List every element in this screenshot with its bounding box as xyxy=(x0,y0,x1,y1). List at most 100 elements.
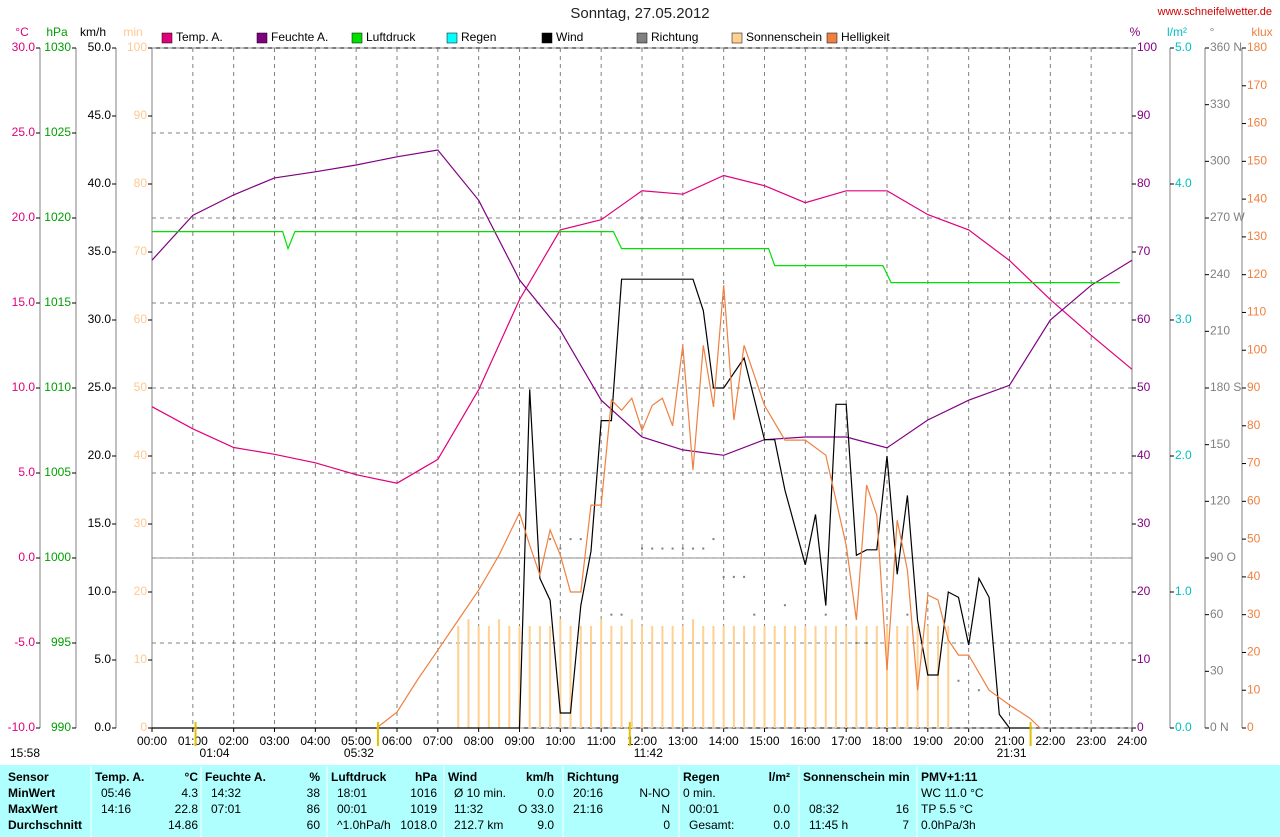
x-tick-label: 06:00 xyxy=(382,734,412,748)
y-tick-label: 10 xyxy=(1137,652,1151,666)
sunshine-bar xyxy=(661,626,664,728)
direction-point xyxy=(559,547,562,550)
direction-point xyxy=(641,547,643,550)
sunshine-bar xyxy=(518,626,521,728)
y-tick-label: 5.0 xyxy=(94,652,111,666)
direction-point xyxy=(783,604,786,607)
y-tick-label: 0 xyxy=(1247,720,1254,734)
annotation-label: 11:42 xyxy=(634,746,663,760)
table-cell: 00:01 xyxy=(337,802,367,816)
sunshine-bar xyxy=(712,626,715,728)
table-cell: 11:45 h xyxy=(809,818,848,832)
table-cell: 18:01 xyxy=(337,786,367,800)
direction-point xyxy=(753,613,756,616)
sunshine-bar xyxy=(549,626,552,728)
y-tick-label: 50 xyxy=(134,380,148,394)
y-tick-label: 50 xyxy=(1247,531,1261,545)
y-tick-label: 60 xyxy=(1137,312,1151,326)
y-tick-label: 40.0 xyxy=(88,176,112,190)
sunshine-bar xyxy=(467,619,470,728)
sunshine-bar xyxy=(773,626,776,728)
table-cell: 05:46 xyxy=(101,786,131,800)
y-tick-label: 5.0 xyxy=(1175,40,1192,54)
y-tick-label: 160 xyxy=(1247,116,1267,130)
sunshine-bar xyxy=(610,626,613,728)
sunshine-bar xyxy=(896,626,899,728)
table-cell: ^1.0hPa/h xyxy=(337,818,391,832)
x-tick-label: 01:00 xyxy=(178,734,208,748)
table-header: Sonnenschein min xyxy=(803,770,910,784)
x-tick-label: 03:00 xyxy=(259,734,289,748)
y-tick-label: 80 xyxy=(1137,176,1151,190)
sunshine-bar xyxy=(559,619,562,728)
legend-label: Regen xyxy=(461,30,496,44)
direction-point xyxy=(957,679,960,682)
table-header: % xyxy=(309,770,320,784)
y-tick-label: 1005 xyxy=(44,465,71,479)
legend-swatch xyxy=(541,32,553,44)
axis-title: ° xyxy=(1210,25,1215,39)
legend-label: Temp. A. xyxy=(176,30,223,44)
table-cell: 212.7 km xyxy=(454,818,503,832)
direction-point xyxy=(824,613,827,616)
y-tick-label: 40 xyxy=(1137,448,1151,462)
direction-point xyxy=(865,642,868,644)
y-tick-label: 1.0 xyxy=(1175,584,1192,598)
legend-label: Feuchte A. xyxy=(271,30,328,44)
y-tick-label: 15.0 xyxy=(12,295,36,309)
table-cell: 07:01 xyxy=(211,802,241,816)
y-tick-label: 50 xyxy=(1137,380,1151,394)
x-tick-label: 11:00 xyxy=(587,734,616,748)
x-tick-label: 16:00 xyxy=(790,734,820,748)
x-tick-label: 14:00 xyxy=(709,734,739,748)
x-tick-label: 10:00 xyxy=(545,734,575,748)
sunshine-bar xyxy=(824,626,827,728)
sunshine-bar xyxy=(886,626,888,728)
sunshine-bar xyxy=(457,626,460,728)
axis-title: hPa xyxy=(46,25,68,39)
direction-point xyxy=(620,613,623,616)
sunshine-bar xyxy=(498,619,501,728)
x-tick-label: 07:00 xyxy=(423,734,453,748)
chart-title: Sonntag, 27.05.2012 xyxy=(570,5,709,22)
table-cell: WC 11.0 °C xyxy=(921,786,984,800)
table-cell: 16 xyxy=(896,802,910,816)
y-tick-label: 1000 xyxy=(44,550,71,564)
table-cell: 0 xyxy=(663,818,670,832)
x-tick-label: 09:00 xyxy=(504,734,534,748)
legend-swatch xyxy=(161,32,173,44)
y-tick-label: 120 xyxy=(1210,494,1230,508)
sunshine-bar xyxy=(620,626,623,728)
table-cell: 86 xyxy=(307,802,321,816)
y-tick-label: 100 xyxy=(1247,342,1267,356)
direction-point xyxy=(692,547,695,550)
sunshine-bar xyxy=(477,626,480,728)
sunshine-bar xyxy=(600,619,603,728)
series-line xyxy=(151,149,1133,456)
axis-title: °C xyxy=(15,25,29,39)
table-cell: Ø 10 min. xyxy=(454,786,506,800)
table-header: hPa xyxy=(415,770,437,784)
y-tick-label: 1015 xyxy=(44,295,71,309)
x-tick-label: 12:00 xyxy=(627,734,657,748)
y-tick-label: 20.0 xyxy=(12,210,36,224)
y-tick-label: 20 xyxy=(1247,645,1261,659)
y-tick-label: 140 xyxy=(1247,191,1267,205)
x-tick-label: 24:00 xyxy=(1117,734,1147,748)
y-tick-label: 30.0 xyxy=(12,40,36,54)
sunshine-bar xyxy=(651,626,654,728)
sunshine-bar xyxy=(906,626,909,728)
table-header: km/h xyxy=(526,770,554,784)
x-tick-label: 13:00 xyxy=(668,734,698,748)
sunshine-bar xyxy=(916,626,919,728)
y-tick-label: 100 xyxy=(1137,40,1157,54)
y-tick-label: 990 xyxy=(51,720,71,734)
table-cell: 11:32 xyxy=(454,802,483,816)
x-tick-label: 22:00 xyxy=(1035,734,1065,748)
direction-point xyxy=(906,613,909,616)
y-tick-label: 330 xyxy=(1210,97,1230,111)
table-cell: 08:32 xyxy=(809,802,839,816)
table-header: Regen xyxy=(683,770,720,784)
table-cell: 1019 xyxy=(410,802,437,816)
